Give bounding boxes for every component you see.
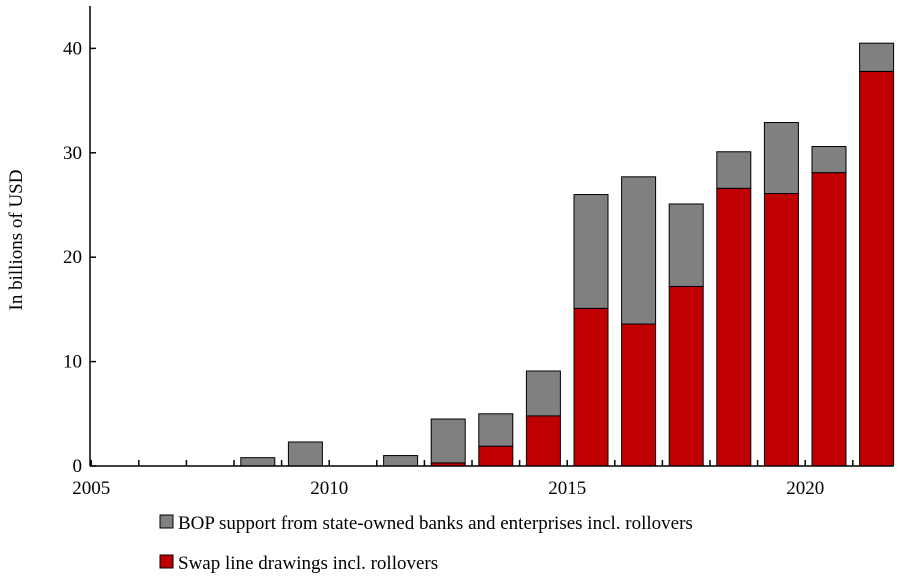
- bar-bop-support-2011: [383, 455, 419, 467]
- bar-bop-support-2008: [240, 457, 276, 467]
- legend-label-bop-support: BOP support from state-owned banks and e…: [178, 513, 693, 534]
- bar-swap-line-2018: [716, 187, 752, 467]
- axes-group: [89, 6, 893, 467]
- bar-swap-line-2019: [763, 193, 799, 467]
- bar-swap-line-2013: [478, 445, 514, 467]
- y-tick-label-20: 20: [63, 247, 82, 268]
- legend-swatch-swap-line: [159, 554, 174, 569]
- bar-bop-support-2012: [430, 418, 466, 464]
- legend-label-swap-line: Swap line drawings incl. rollovers: [178, 553, 438, 574]
- y-tick-label-40: 40: [63, 38, 82, 59]
- bar-swap-line-2014: [525, 415, 561, 467]
- bar-bop-support-2021: [859, 42, 895, 72]
- bar-bop-support-2017: [668, 203, 704, 287]
- y-axis-title: In billions of USD: [6, 170, 27, 311]
- y-tick-label-10: 10: [63, 352, 82, 373]
- bar-swap-line-2021: [859, 70, 895, 467]
- legend-swatch-bop-support: [159, 514, 174, 529]
- bar-bop-support-2013: [478, 413, 514, 447]
- y-ticks-group: 0 10 20 30 40: [63, 38, 96, 477]
- bar-bop-support-2020: [811, 146, 847, 174]
- x-tick-label-2010: 2010: [310, 478, 348, 499]
- x-tick-label-2005: 2005: [72, 478, 110, 499]
- legend: BOP support from state-owned banks and e…: [159, 513, 693, 574]
- x-ticks-group: 2005 2010 2015 2020: [72, 460, 854, 499]
- bar-bop-support-2014: [525, 370, 561, 417]
- y-tick-label-30: 30: [63, 143, 82, 164]
- bar-bop-support-2019: [763, 122, 799, 195]
- bar-swap-line-2015: [573, 307, 609, 467]
- x-tick-label-2020: 2020: [786, 478, 824, 499]
- bar-swap-line-2016: [621, 323, 657, 467]
- y-tick-label-0: 0: [73, 456, 83, 477]
- bar-swap-line-2020: [811, 172, 847, 467]
- bar-bop-support-2018: [716, 151, 752, 189]
- bars-group: [240, 42, 895, 467]
- bar-swap-line-2017: [668, 285, 704, 467]
- bar-bop-support-2016: [621, 176, 657, 325]
- bar-bop-support-2009: [287, 441, 323, 467]
- x-tick-label-2015: 2015: [548, 478, 586, 499]
- bar-bop-support-2015: [573, 194, 609, 309]
